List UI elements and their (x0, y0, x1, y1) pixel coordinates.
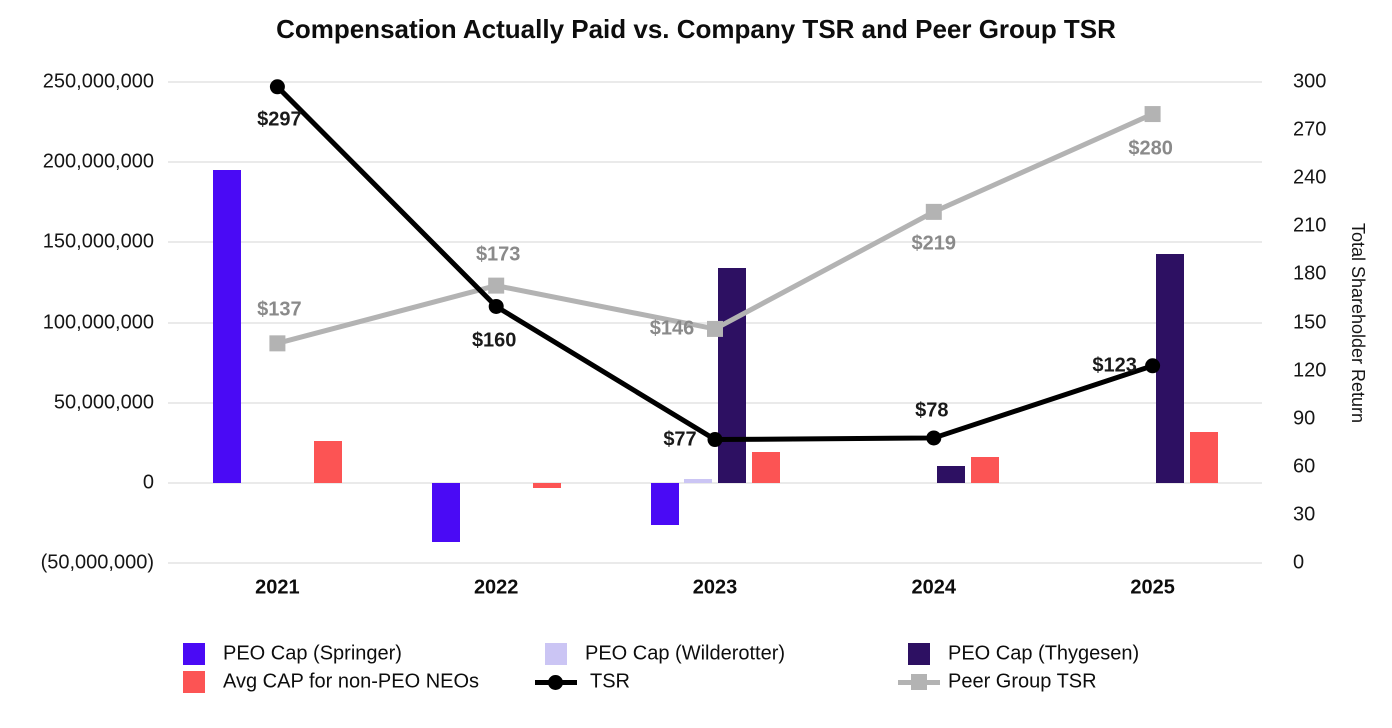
bar-peo-cap-thygesen-2023 (718, 267, 746, 483)
right-axis-tick: 150 (1293, 311, 1327, 333)
right-axis-tick: 90 (1293, 407, 1316, 430)
tsr-point-marker (926, 430, 942, 446)
plot-area: $137 $173 $146 $219 $280 $297 $160 $77 $78 $123 2… (41, 71, 1368, 599)
bar-peo-cap-thygesen-2024 (936, 465, 965, 483)
gridline (168, 401, 1262, 404)
tsr-value-label: $297 (257, 108, 302, 131)
tsr-value-label: $78 (915, 399, 949, 422)
tsr-value-label: $160 (471, 329, 517, 352)
right-axis-tick: 270 (1293, 118, 1327, 141)
bar-avg-cap-for-non-peo-neos-2024 (970, 457, 999, 483)
legend-item-peo-cap-springer-swatch (183, 643, 205, 665)
bar-avg-cap-for-non-peo-neos-2022 (533, 482, 562, 488)
legend-item-tsr-marker (535, 671, 577, 693)
legend-item-peo-cap-springer-label: PEO Cap (Springer) (223, 642, 402, 665)
peer-group-tsr-value-label: $137 (257, 298, 302, 321)
left-axis-tick: 200,000,000 (42, 150, 154, 173)
legend-item-avg-cap-for-non-peo-neos-swatch (183, 671, 205, 693)
legend-item-peo-cap-thygesen-swatch (908, 643, 930, 665)
tsr-value-label: $77 (663, 428, 697, 451)
peer-group-tsr-point-marker (269, 335, 286, 352)
gridline (168, 241, 1262, 244)
legend-item-avg-cap-for-non-peo-neos-label: Avg CAP for non-PEO NEOs (223, 670, 480, 693)
left-axis-tick: 0 (142, 471, 154, 494)
legend-item-peer-group-tsr-label: Peer Group TSR (948, 670, 1097, 693)
peer-group-tsr-point-marker (925, 203, 942, 220)
peer-group-tsr-value-label: $146 (649, 317, 695, 340)
peer-group-tsr-point-marker (488, 277, 505, 294)
tsr-line (275, 85, 1154, 443)
right-axis-tick: 300 (1293, 70, 1327, 93)
x-tick-2025: 2025 (1130, 576, 1175, 599)
right-axis-tick: 180 (1293, 262, 1327, 285)
legend-item-peer-group-tsr-marker-shape (911, 674, 927, 690)
gridline (168, 81, 1262, 83)
tsr-point-marker (1145, 358, 1161, 374)
legend-item-peer-group-tsr-marker (898, 671, 940, 693)
bar-peo-cap-springer-2023 (651, 482, 679, 525)
legend-item-tsr-label: TSR (590, 670, 630, 693)
right-axis-tick: 210 (1293, 214, 1327, 237)
peer-group-tsr-point-marker (707, 320, 723, 337)
peer-group-tsr-value-label: $173 (475, 243, 521, 266)
legend-item-peo-cap-wilderotter-swatch (545, 643, 567, 665)
left-axis-tick: 50,000,000 (53, 391, 154, 414)
left-axis-tick: 250,000,000 (42, 70, 154, 93)
gridline (168, 562, 1262, 564)
peer-group-tsr-value-label: $280 (1128, 137, 1173, 160)
tsr-value-label: $123 (1092, 354, 1137, 377)
right-axis-tick: 60 (1293, 455, 1316, 478)
line-layer (269, 79, 1161, 448)
x-tick-2022: 2022 (473, 576, 519, 599)
x-tick-2021: 2021 (255, 576, 300, 599)
bar-avg-cap-for-non-peo-neos-2023 (752, 452, 780, 483)
bar-peo-cap-springer-2022 (432, 482, 461, 543)
right-axis-tick: 30 (1293, 503, 1316, 526)
peer-group-tsr-point-marker (1144, 106, 1161, 123)
right-axis-tick: 0 (1293, 551, 1305, 574)
legend-item-peo-cap-wilderotter-label: PEO Cap (Wilderotter) (585, 642, 786, 665)
peer-group-tsr-line (276, 111, 1154, 346)
bar-avg-cap-for-non-peo-neos-2025 (1189, 431, 1218, 483)
bar-peo-cap-wilderotter-2023 (684, 478, 712, 483)
gridline (168, 161, 1262, 164)
bar-peo-cap-springer-2021 (213, 170, 242, 483)
tsr-point-marker (707, 432, 723, 448)
legend-item-peo-cap-thygesen-label: PEO Cap (Thygesen) (948, 642, 1140, 665)
legend-item-tsr-marker-shape (548, 675, 563, 690)
left-axis-tick: (50,000,000) (40, 551, 154, 574)
left-axis-tick: 100,000,000 (42, 311, 154, 333)
right-axis-title: Total Shareholder Return (1348, 222, 1368, 423)
x-tick-2023: 2023 (692, 576, 738, 599)
tsr-point-marker (488, 298, 504, 314)
x-tick-2024: 2024 (911, 576, 957, 599)
bar-peo-cap-thygesen-2025 (1155, 253, 1184, 483)
gridline (168, 481, 1262, 484)
tsr-point-marker (269, 79, 285, 95)
right-axis-tick: 240 (1293, 166, 1327, 189)
right-axis-tick: 120 (1293, 359, 1327, 382)
peer-group-tsr-value-label: $219 (911, 232, 957, 255)
chart-title: Compensation Actually Paid vs. Company T… (276, 14, 1116, 44)
left-axis-tick: 150,000,000 (42, 230, 154, 253)
bar-avg-cap-for-non-peo-neos-2021 (314, 441, 343, 483)
